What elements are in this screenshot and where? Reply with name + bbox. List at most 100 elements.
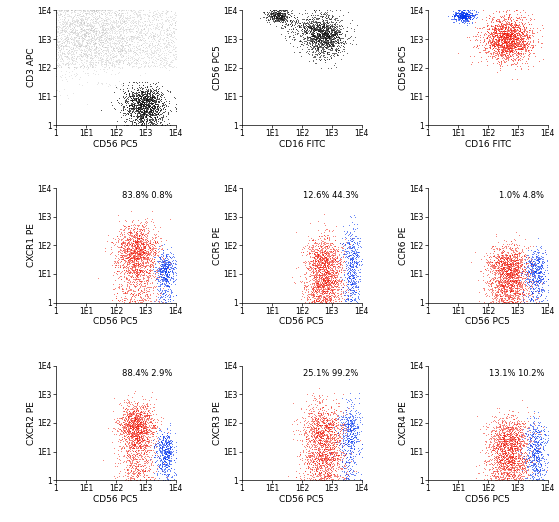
Point xyxy=(54,30,63,39)
Point xyxy=(132,406,141,414)
Point xyxy=(330,38,339,46)
Point xyxy=(314,281,323,290)
Point xyxy=(145,399,154,408)
Point xyxy=(148,458,157,467)
Point xyxy=(163,34,172,43)
Point xyxy=(324,277,333,286)
Point xyxy=(334,246,343,255)
Point xyxy=(160,254,169,262)
Point xyxy=(495,414,504,423)
Point xyxy=(308,29,317,37)
Point xyxy=(346,442,355,450)
Point xyxy=(158,109,167,117)
Point xyxy=(126,22,135,31)
Point xyxy=(91,47,100,55)
Point xyxy=(110,7,119,16)
Point xyxy=(134,80,143,89)
Point xyxy=(94,29,103,38)
Point xyxy=(503,455,511,464)
Point xyxy=(301,259,310,267)
Point xyxy=(501,251,510,259)
Point xyxy=(76,42,85,51)
Point xyxy=(146,103,155,111)
Point xyxy=(155,41,164,49)
Point xyxy=(97,57,106,66)
Point xyxy=(508,244,517,252)
Point xyxy=(491,462,500,471)
Point xyxy=(345,273,354,281)
Point xyxy=(498,54,506,62)
Point xyxy=(350,250,359,258)
Point xyxy=(51,27,60,35)
Point xyxy=(512,254,521,263)
Point xyxy=(493,45,502,54)
Point xyxy=(322,459,331,467)
Point xyxy=(130,239,139,247)
Point xyxy=(461,14,470,22)
Point xyxy=(323,14,331,22)
Point xyxy=(51,19,60,27)
Point xyxy=(536,278,544,287)
Point xyxy=(517,28,525,36)
Point xyxy=(454,6,463,15)
Point xyxy=(268,11,277,19)
Point xyxy=(503,46,511,54)
Point xyxy=(169,456,178,465)
Point xyxy=(99,26,108,34)
Point xyxy=(535,269,544,277)
Point xyxy=(158,430,167,438)
Point xyxy=(124,268,133,277)
Point xyxy=(157,99,166,108)
Point xyxy=(507,276,516,284)
Point xyxy=(517,34,525,42)
Point xyxy=(323,263,332,271)
Point xyxy=(513,271,522,280)
Point xyxy=(498,291,507,300)
Point xyxy=(332,450,341,459)
Point xyxy=(51,25,60,33)
Point xyxy=(494,445,503,454)
Point xyxy=(65,28,74,36)
Point xyxy=(96,56,105,64)
Point xyxy=(518,267,527,276)
Point xyxy=(536,272,544,280)
Point xyxy=(108,51,117,59)
Point xyxy=(523,259,532,267)
Point xyxy=(504,276,513,284)
Point xyxy=(349,466,358,474)
Point xyxy=(127,290,136,299)
Point xyxy=(135,97,144,105)
Point xyxy=(506,39,515,48)
Point xyxy=(317,404,326,412)
Point xyxy=(135,92,144,101)
Point xyxy=(494,34,503,43)
Point xyxy=(314,424,323,433)
Point xyxy=(59,26,68,34)
Point xyxy=(512,269,521,278)
Point xyxy=(499,43,508,51)
Point xyxy=(151,12,160,20)
Point xyxy=(51,62,60,70)
Point xyxy=(332,257,341,265)
Point xyxy=(345,388,354,397)
Point xyxy=(138,434,146,443)
Point xyxy=(162,265,170,273)
Point xyxy=(78,30,87,39)
Point xyxy=(500,434,509,442)
Point xyxy=(143,232,151,240)
Point xyxy=(142,108,151,116)
Point xyxy=(513,289,522,298)
Point xyxy=(298,258,307,266)
Point xyxy=(148,49,157,57)
Point xyxy=(511,266,520,274)
Point xyxy=(150,104,159,113)
Point xyxy=(318,15,327,23)
Point xyxy=(137,428,146,436)
Point xyxy=(136,454,145,462)
Point xyxy=(314,32,323,41)
Point xyxy=(91,17,100,25)
Point xyxy=(278,11,287,19)
Point xyxy=(319,454,328,462)
Point xyxy=(312,448,321,456)
Point xyxy=(325,14,334,22)
